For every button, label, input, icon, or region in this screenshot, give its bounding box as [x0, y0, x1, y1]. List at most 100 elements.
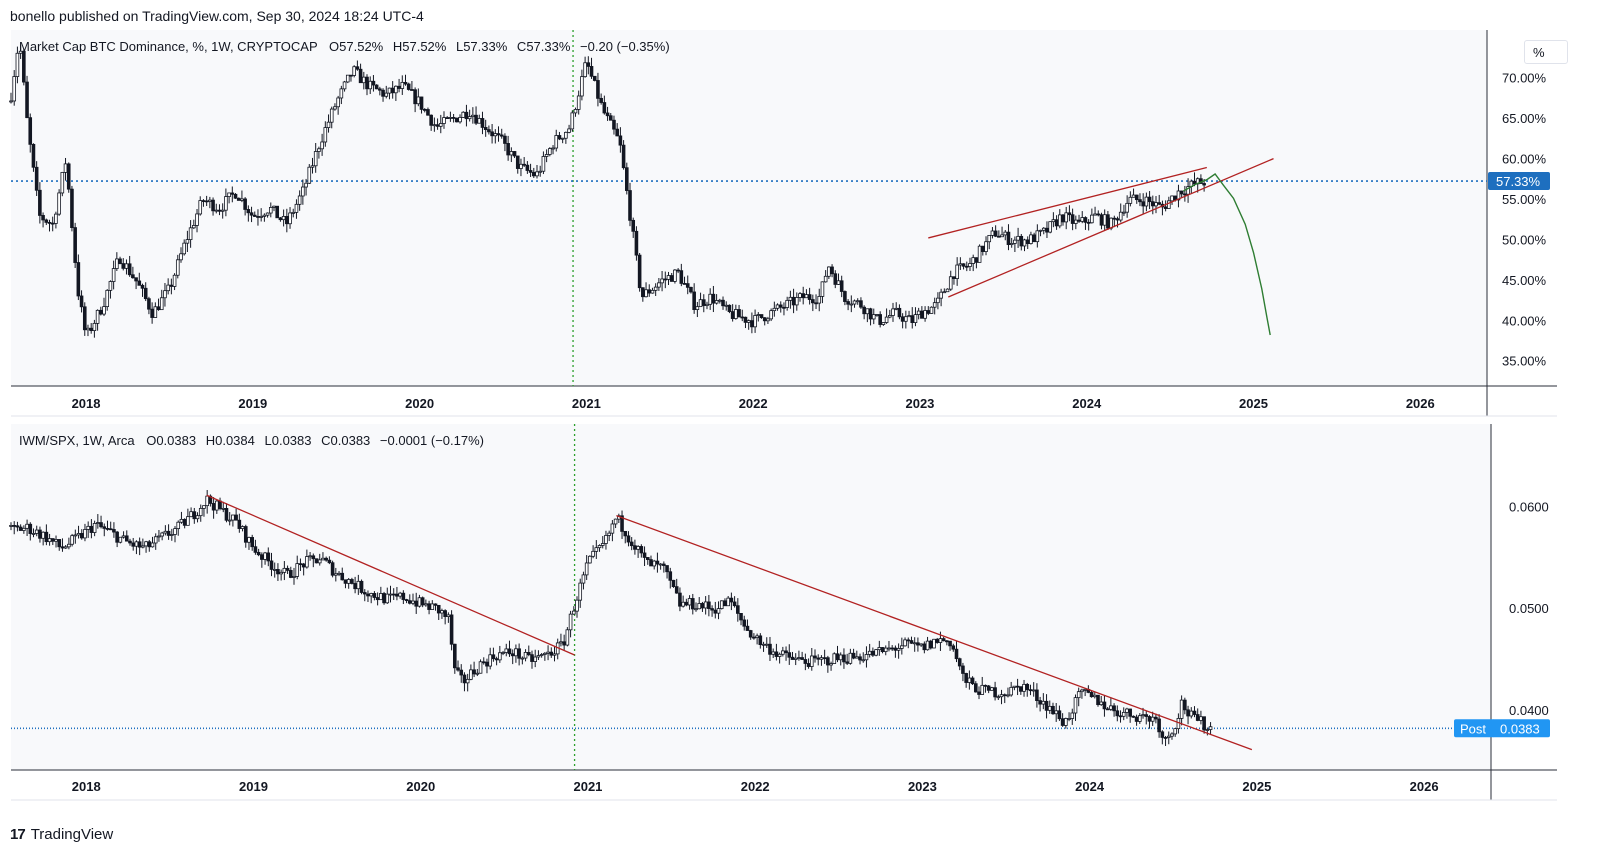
candle-body [971, 257, 975, 264]
candle-body [519, 163, 523, 169]
candle-body [147, 541, 152, 548]
post-label: Post [1460, 721, 1486, 736]
candle-body [143, 287, 148, 300]
candle-body [1186, 709, 1190, 717]
candle-body [150, 542, 155, 548]
candle-body [793, 657, 798, 660]
candle-body [730, 311, 735, 319]
candle-body [137, 541, 142, 548]
candle-body [1025, 239, 1030, 244]
candle-body [198, 200, 203, 215]
candle-body [797, 657, 801, 659]
candle-body [156, 306, 161, 311]
x-tick-label: 2023 [908, 779, 937, 794]
candle-body [281, 216, 286, 221]
candle-body [986, 685, 991, 691]
candle-body [311, 555, 316, 560]
candle-body [568, 613, 573, 631]
candle-body [721, 299, 725, 307]
lower-trendline[interactable] [948, 158, 1274, 298]
candle-body [465, 678, 470, 684]
candle-body [92, 523, 97, 533]
candle-body [22, 50, 26, 83]
candle-body [411, 600, 415, 604]
iwm-spx-plot-area[interactable] [11, 424, 1491, 770]
projection-path[interactable] [1183, 173, 1271, 336]
trendline-2[interactable] [616, 514, 1253, 751]
candle-body [445, 117, 449, 119]
candle-body [1131, 715, 1136, 718]
candle-body [784, 650, 788, 654]
percent-scale-button[interactable]: % [1524, 40, 1568, 64]
candle-body [1013, 239, 1017, 244]
candle-body [816, 657, 821, 660]
candle-body [897, 307, 902, 318]
candle-body [115, 258, 119, 269]
candle-body [851, 652, 856, 659]
btc-legend: Market Cap BTC Dominance, %, 1W, CRYPTOC… [19, 39, 670, 54]
candle-body [653, 286, 658, 291]
candle-body [562, 641, 566, 646]
candle-body [1128, 708, 1132, 717]
candle-body [384, 92, 389, 97]
candle-body [321, 557, 325, 561]
upper-trendline[interactable] [928, 166, 1207, 239]
footer-brand-text: TradingView [30, 826, 114, 843]
candle-body [233, 193, 238, 199]
trendline-1[interactable] [206, 494, 575, 656]
candle-body [1099, 701, 1104, 706]
candle-body [175, 259, 180, 276]
candle-body [182, 242, 186, 255]
candle-body [89, 327, 93, 331]
candle-body [118, 258, 122, 264]
candle-body [684, 601, 689, 606]
candle-body [1147, 196, 1152, 203]
candle-body [1102, 214, 1107, 226]
candle-body [374, 84, 379, 90]
candle-body [63, 546, 68, 549]
candle-body [743, 316, 748, 323]
candle-body [73, 227, 77, 263]
candle-body [584, 562, 589, 576]
candle-body [387, 87, 392, 94]
x-tick-label: 2026 [1410, 779, 1439, 794]
candle-body [249, 212, 254, 216]
btc-dominance-plot-area[interactable] [11, 30, 1487, 386]
candle-body [401, 592, 406, 600]
candle-body [719, 600, 724, 609]
candle-body [1064, 212, 1069, 223]
candle-body [945, 640, 949, 643]
candle-body [528, 170, 533, 173]
candle-body [34, 529, 39, 534]
candle-body [115, 531, 119, 543]
candle-body [707, 601, 711, 609]
candle-body [775, 304, 780, 309]
candle-body [990, 687, 994, 691]
candle-body [195, 515, 200, 520]
candle-body [736, 605, 740, 614]
candle-body [496, 133, 501, 136]
candle-body [932, 302, 937, 308]
candle-body [41, 531, 45, 539]
candle-body [102, 306, 106, 315]
candle-body [612, 119, 616, 130]
candle-body [111, 268, 116, 282]
candle-body [124, 263, 129, 269]
footer-brand: 17 TradingView [10, 826, 113, 843]
candle-body [964, 265, 969, 268]
candle-body [551, 147, 555, 150]
candle-body [711, 293, 716, 304]
candle-body [729, 597, 734, 603]
candle-body [571, 610, 576, 615]
candle-body [432, 124, 437, 127]
candle-body [830, 266, 834, 275]
candle-body [668, 571, 673, 581]
candle-body [912, 642, 917, 645]
candle-body [580, 76, 584, 97]
candle-body [1002, 694, 1007, 697]
candle-body [403, 81, 408, 85]
candle-body [1028, 689, 1033, 692]
candle-body [38, 189, 42, 216]
candle-body [96, 522, 100, 524]
candle-body [118, 536, 123, 543]
